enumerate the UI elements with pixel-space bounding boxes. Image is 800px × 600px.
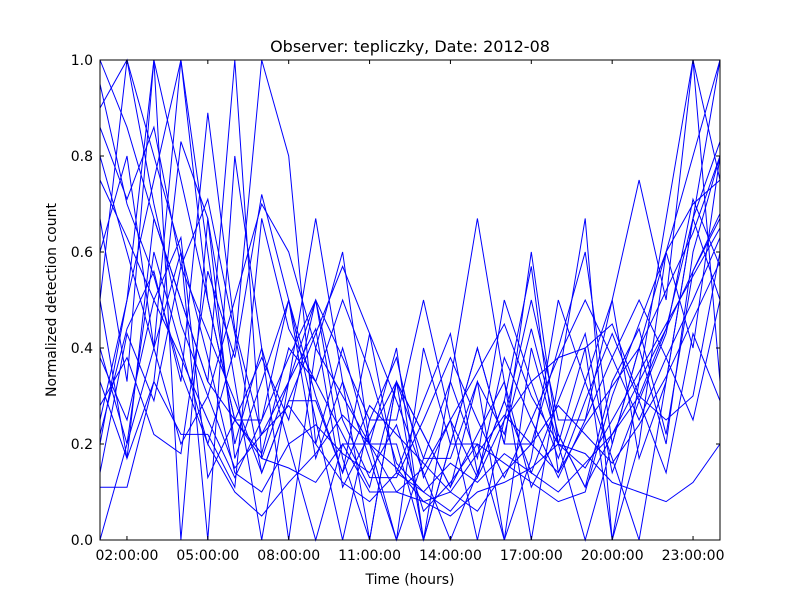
series-layer: [99, 58, 721, 542]
series-line-5: [99, 59, 721, 541]
x-tick-label: 17:00:00: [500, 548, 563, 564]
series-line-19: [99, 235, 721, 480]
series-line-18: [99, 155, 721, 493]
x-tick-label: 02:00:00: [96, 548, 159, 564]
x-tick-label: 11:00:00: [338, 548, 401, 564]
y-axis-label: Normalized detection count: [44, 203, 60, 397]
y-tick-label: 0.0: [71, 533, 93, 549]
series-line-14: [99, 59, 721, 541]
plot-area-frame: [99, 59, 721, 541]
y-tick-label: 0.8: [71, 149, 93, 165]
series-line-1: [99, 59, 721, 517]
chart-title: Observer: tepliczky, Date: 2012-08: [270, 37, 550, 56]
x-tick-label: 20:00:00: [581, 548, 644, 564]
axis-ticks: 0.0 0.2 0.4 0.6 0.8 1.0 02:00:00 05:00:00 08:00:…: [71, 53, 725, 564]
series-line-16: [99, 141, 721, 542]
y-tick-label: 0.2: [71, 437, 93, 453]
x-tick-label: 08:00:00: [257, 548, 320, 564]
series-line-3: [99, 59, 721, 513]
series-line-7: [99, 59, 721, 541]
series-line-9: [99, 59, 721, 542]
x-tick-label: 05:00:00: [176, 548, 239, 564]
series-line-2: [99, 59, 721, 512]
y-tick-label: 0.4: [71, 341, 93, 357]
x-tick-label: 14:00:00: [419, 548, 482, 564]
series-line-20: [99, 83, 721, 517]
x-axis-label: Time (hours): [365, 572, 455, 588]
x-tick-label: 23:00:00: [662, 548, 725, 564]
y-tick-label: 1.0: [71, 53, 93, 69]
series-line-10: [99, 197, 721, 475]
y-tick-label: 0.6: [71, 245, 93, 261]
series-line-15: [99, 179, 721, 479]
series-line-12: [99, 58, 721, 503]
series-line-17: [99, 112, 721, 489]
